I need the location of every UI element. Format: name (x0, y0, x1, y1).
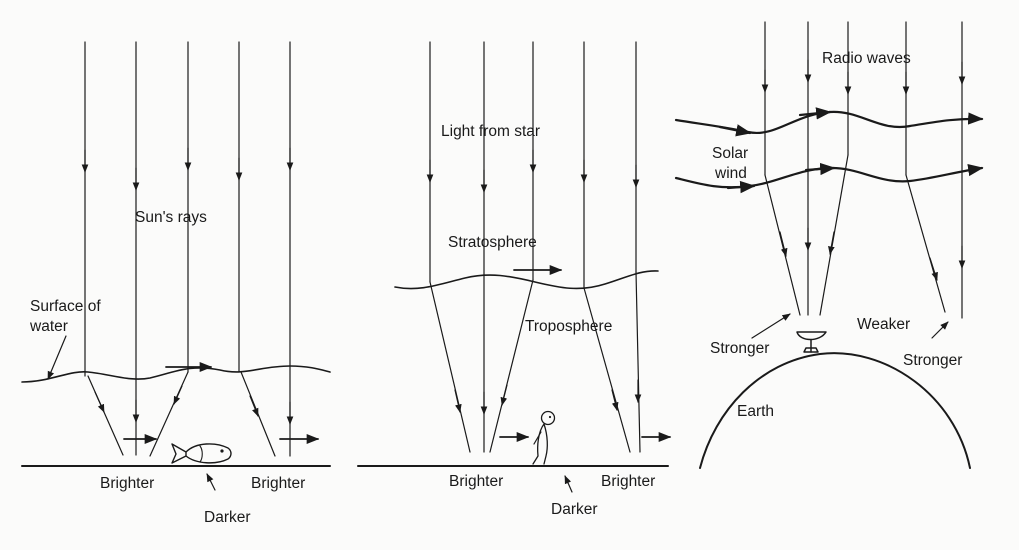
darker-pointer-2 (564, 475, 573, 493)
label-darker: Darker (551, 501, 598, 518)
label-solar-line1: Solar (712, 145, 748, 162)
label-stronger-right: Stronger (903, 352, 962, 369)
stronger-pointer-left (751, 313, 791, 339)
sun-ray-3-refracted (149, 371, 189, 457)
label-troposphere: Troposphere (525, 318, 612, 335)
label-solar-line2: wind (714, 165, 747, 182)
fish-icon (171, 443, 232, 464)
darker-pointer-1 (206, 473, 216, 491)
label-surface-line1: Surface of (30, 298, 101, 315)
panel-atmosphere: Light from star Stratosphere Troposphere… (357, 41, 672, 518)
label-suns-rays: Sun's rays (135, 209, 207, 226)
label-brighter-right: Brighter (601, 473, 655, 490)
sun-ray-1-refracted (87, 375, 124, 456)
label-earth: Earth (737, 403, 774, 420)
water-surface (21, 365, 331, 383)
label-weaker: Weaker (857, 316, 910, 333)
solar-wind-stream-1 (674, 110, 984, 135)
label-stronger-left: Stronger (710, 340, 769, 357)
label-light-from-star: Light from star (441, 123, 540, 140)
panel-radio: Radio waves Solar wind Stronger Weaker S… (674, 21, 984, 469)
sun-ray-4-refracted (240, 371, 276, 457)
earth-surface (699, 352, 971, 469)
stratosphere-boundary (394, 270, 659, 290)
label-stratosphere: Stratosphere (448, 234, 537, 251)
panel-water: Sun's rays Surface of water Brighter Bri… (21, 41, 331, 526)
radio-dish-icon (796, 331, 827, 353)
label-surface-line2: water (29, 318, 68, 335)
label-darker: Darker (204, 509, 251, 526)
label-brighter-left: Brighter (449, 473, 503, 490)
label-radio-waves: Radio waves (822, 50, 911, 67)
label-brighter-left: Brighter (100, 475, 154, 492)
person-icon (532, 410, 556, 465)
label-brighter-right: Brighter (251, 475, 305, 492)
stronger-pointer-right (931, 321, 949, 339)
surface-pointer (47, 335, 67, 380)
